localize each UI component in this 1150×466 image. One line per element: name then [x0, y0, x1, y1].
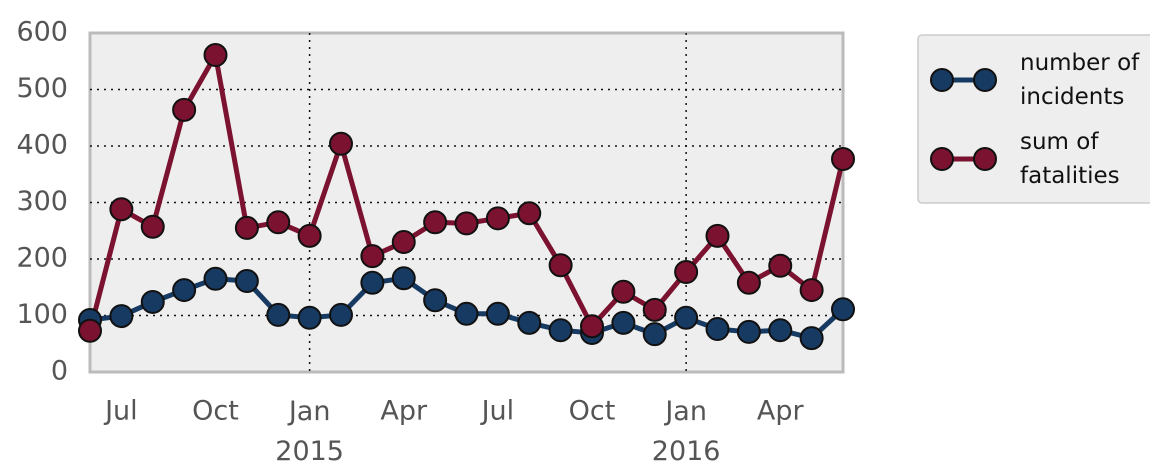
x-tick-label: Jul	[480, 396, 515, 427]
marker	[140, 289, 165, 314]
x-tick-label: Jul	[103, 396, 138, 427]
y-tick-label: 300	[16, 186, 68, 217]
marker	[674, 305, 699, 330]
marker	[674, 259, 699, 284]
marker	[517, 310, 542, 335]
y-tick-label: 500	[16, 73, 68, 104]
marker	[172, 278, 197, 303]
marker	[705, 317, 730, 342]
marker	[454, 301, 479, 326]
marker	[642, 322, 667, 347]
y-tick-label: 200	[16, 243, 68, 274]
marker	[234, 269, 259, 294]
legend-marker	[930, 147, 954, 171]
marker	[831, 146, 855, 171]
marker	[329, 302, 353, 327]
y-tick-label: 600	[16, 17, 68, 48]
marker	[203, 266, 228, 291]
legend-marker	[973, 147, 997, 171]
marker	[360, 270, 385, 295]
marker	[423, 288, 448, 313]
marker	[831, 297, 855, 322]
marker	[799, 326, 824, 351]
marker	[329, 131, 353, 156]
marker	[736, 319, 761, 344]
marker	[266, 302, 291, 327]
marker	[454, 211, 479, 236]
marker	[203, 43, 228, 68]
marker	[140, 214, 165, 239]
marker	[423, 210, 448, 235]
x-tick-label: Oct	[569, 396, 616, 427]
marker	[109, 197, 134, 222]
marker	[799, 278, 824, 303]
x-tick-label: Oct	[192, 396, 239, 427]
y-tick-label: 0	[51, 356, 68, 387]
marker	[548, 318, 573, 343]
marker	[297, 305, 322, 330]
y-tick-label: 100	[16, 299, 68, 330]
marker	[109, 304, 134, 329]
marker	[705, 223, 730, 248]
marker	[78, 318, 102, 343]
legend-label: number of incidents	[1020, 50, 1140, 110]
marker	[266, 210, 291, 235]
x-tick-label: Jan 2015	[275, 396, 344, 466]
marker	[642, 297, 667, 322]
marker	[611, 310, 636, 335]
marker	[485, 301, 510, 326]
legend-label: sum of fatalities	[1020, 129, 1120, 189]
y-tick-label: 400	[16, 130, 68, 161]
x-tick-label: Jan 2016	[652, 396, 721, 466]
marker	[768, 318, 793, 343]
x-tick-label: Apr	[380, 396, 428, 427]
legend-marker	[973, 68, 997, 92]
marker	[736, 270, 761, 295]
marker	[485, 206, 510, 231]
marker	[172, 97, 197, 122]
marker	[768, 253, 793, 278]
marker	[297, 223, 322, 248]
legend: number of incidents sum of fatalities	[930, 50, 1140, 189]
marker	[517, 201, 542, 226]
marker	[234, 215, 259, 240]
marker	[391, 230, 416, 255]
marker	[611, 279, 636, 304]
marker	[548, 253, 573, 278]
x-tick-label: Apr	[757, 396, 805, 427]
marker	[391, 266, 416, 291]
legend-marker	[930, 68, 954, 92]
marker	[360, 244, 385, 269]
marker	[580, 314, 604, 339]
